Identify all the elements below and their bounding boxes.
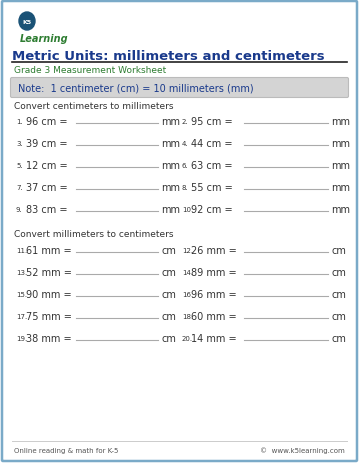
Text: 16.: 16. [182,291,193,297]
Text: Convert centimeters to millimeters: Convert centimeters to millimeters [14,102,173,111]
Text: mm: mm [161,182,180,193]
Text: 3.: 3. [16,141,23,147]
Text: 15.: 15. [16,291,27,297]
Text: 8.: 8. [182,185,189,191]
Text: Learning: Learning [20,34,69,44]
Text: mm: mm [331,117,350,127]
Text: 12 cm =: 12 cm = [26,161,67,171]
Text: 44 cm =: 44 cm = [191,139,233,149]
Text: 14 mm =: 14 mm = [191,333,237,343]
Text: 9.: 9. [16,206,23,213]
Text: mm: mm [331,161,350,171]
Text: cm: cm [161,311,176,321]
Ellipse shape [19,13,35,31]
Text: cm: cm [331,289,346,300]
Text: 7.: 7. [16,185,23,191]
Text: 83 cm =: 83 cm = [26,205,67,214]
Text: mm: mm [331,139,350,149]
Text: cm: cm [331,245,346,256]
Text: Convert millimeters to centimeters: Convert millimeters to centimeters [14,230,173,238]
Text: mm: mm [331,205,350,214]
Text: 75 mm =: 75 mm = [26,311,72,321]
Text: 5.: 5. [16,163,23,169]
Text: 96 cm =: 96 cm = [26,117,67,127]
Text: 96 mm =: 96 mm = [191,289,237,300]
Text: cm: cm [331,268,346,277]
Text: 4.: 4. [182,141,188,147]
Text: 55 cm =: 55 cm = [191,182,233,193]
Text: mm: mm [161,205,180,214]
Text: 18.: 18. [182,313,193,319]
Text: K5: K5 [22,19,32,25]
Text: mm: mm [161,117,180,127]
Text: 2.: 2. [182,119,188,125]
Text: 90 mm =: 90 mm = [26,289,72,300]
Text: cm: cm [161,268,176,277]
Text: 1.: 1. [16,119,23,125]
Text: cm: cm [331,311,346,321]
Text: 37 cm =: 37 cm = [26,182,67,193]
Text: 14.: 14. [182,269,193,275]
Text: 95 cm =: 95 cm = [191,117,233,127]
Text: 20.: 20. [182,335,193,341]
Text: 63 cm =: 63 cm = [191,161,233,171]
Text: 61 mm =: 61 mm = [26,245,72,256]
Text: 26 mm =: 26 mm = [191,245,237,256]
Text: 89 mm =: 89 mm = [191,268,237,277]
Text: Note:  1 centimeter (cm) = 10 millimeters (mm): Note: 1 centimeter (cm) = 10 millimeters… [18,83,253,94]
Text: cm: cm [161,289,176,300]
Text: 38 mm =: 38 mm = [26,333,72,343]
Text: ©  www.k5learning.com: © www.k5learning.com [260,447,345,453]
Text: mm: mm [161,139,180,149]
Text: 11.: 11. [16,247,27,253]
Text: 19.: 19. [16,335,27,341]
Text: Metric Units: millimeters and centimeters: Metric Units: millimeters and centimeter… [12,50,325,63]
FancyBboxPatch shape [10,78,349,98]
Text: Online reading & math for K-5: Online reading & math for K-5 [14,447,118,453]
Text: Grade 3 Measurement Worksheet: Grade 3 Measurement Worksheet [14,66,166,75]
Text: 10.: 10. [182,206,193,213]
Text: 52 mm =: 52 mm = [26,268,72,277]
Text: 17.: 17. [16,313,27,319]
Text: 92 cm =: 92 cm = [191,205,233,214]
Text: 39 cm =: 39 cm = [26,139,67,149]
Text: 60 mm =: 60 mm = [191,311,237,321]
Text: mm: mm [331,182,350,193]
Text: 12.: 12. [182,247,193,253]
Text: cm: cm [161,333,176,343]
Text: mm: mm [161,161,180,171]
Text: cm: cm [331,333,346,343]
Text: 13.: 13. [16,269,27,275]
Text: cm: cm [161,245,176,256]
Text: 6.: 6. [182,163,189,169]
